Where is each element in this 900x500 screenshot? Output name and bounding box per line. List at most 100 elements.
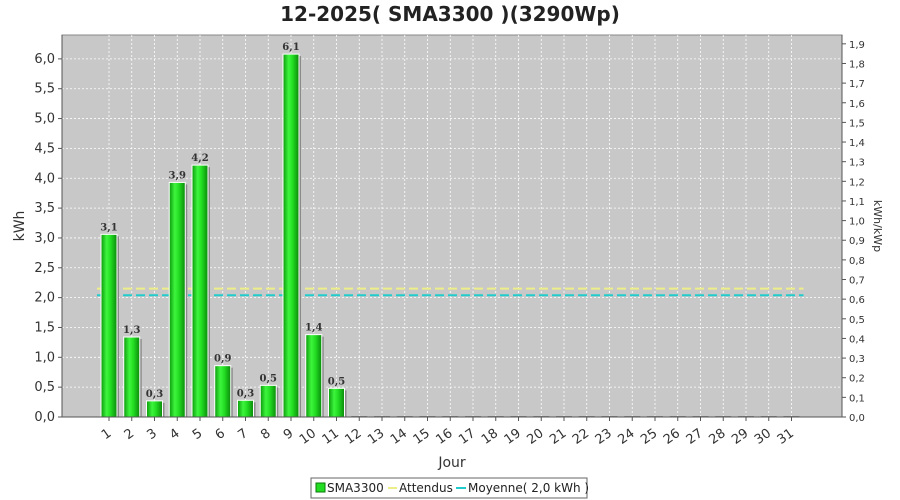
y-right-tick-label: 0,8	[849, 256, 865, 267]
y-right-tick-label: 0,7	[849, 276, 865, 287]
y-right-tick-label: 0,3	[849, 354, 865, 365]
bar	[146, 400, 163, 418]
y-tick-label: 5,0	[34, 112, 55, 127]
y-right-tick-label: 1,0	[849, 217, 865, 228]
y-tick-label: 0,0	[34, 410, 55, 425]
x-tick-label: 30	[752, 426, 774, 448]
bar-value-label: 3,9	[169, 170, 186, 181]
x-tick-label: 29	[729, 426, 751, 448]
bar-value-label: 0,3	[237, 388, 254, 399]
y-right-tick-label: 0,6	[849, 295, 865, 306]
bar-value-label: 4,2	[191, 153, 208, 164]
y-tick-label: 4,5	[34, 141, 55, 156]
x-tick-label: 7	[235, 426, 250, 443]
y-right-tick-label: 0,5	[849, 315, 865, 326]
x-tick-label: 1	[99, 426, 114, 443]
x-tick-label: 2	[122, 426, 137, 443]
y-tick-label: 1,0	[34, 350, 55, 365]
y-right-tick-label: 0,0	[849, 413, 865, 424]
x-tick-label: 31	[775, 426, 797, 448]
bars: 3,1 1,3 0,3 3,9 4,2 0,9 0,3 0,5 6,1 1,4 0,5	[100, 42, 800, 418]
x-tick-label: 14	[388, 426, 410, 448]
y-right-tick-label: 0,2	[849, 374, 865, 385]
y-tick-label: 1,5	[34, 320, 55, 335]
x-tick-label: 19	[502, 426, 524, 448]
y-right-tick-label: 1,5	[849, 118, 865, 129]
y-right-tick-label: 0,1	[849, 393, 865, 404]
y-tick-label: 2,5	[34, 261, 55, 276]
x-tick-label: 6	[213, 426, 228, 443]
y-tick-label: 5,5	[34, 82, 55, 97]
bar	[237, 399, 254, 418]
bar-value-label: 3,1	[100, 222, 117, 233]
bar-value-label: 6,1	[282, 42, 299, 53]
y-right-tick-label: 1,6	[849, 99, 865, 110]
y-axis-label: kWh	[12, 211, 28, 242]
bar	[259, 384, 277, 418]
bar-value-label: 1,4	[305, 323, 322, 334]
y-tick-label: 6,0	[34, 52, 55, 67]
x-tick-label: 17	[456, 426, 478, 448]
axes: 0,0 0,5 1,0 1,5 2,0 2,5 3,0 3,5 4,0 4,5 5,0 5,5 6,0 0…	[34, 35, 865, 448]
y-right-tick-label: 1,8	[849, 59, 865, 70]
x-tick-label: 25	[638, 426, 660, 448]
y-right-tick-label: 1,4	[849, 138, 865, 149]
y-right-tick-label: 1,9	[849, 40, 865, 51]
x-tick-label: 21	[547, 426, 569, 448]
bar	[214, 365, 232, 418]
legend-swatch-sma3300	[315, 482, 326, 493]
bar	[328, 387, 345, 418]
x-tick-label: 22	[570, 426, 592, 448]
x-tick-label: 4	[167, 426, 182, 443]
y-tick-label: 3,5	[34, 201, 55, 216]
x-tick-label: 23	[593, 426, 615, 448]
x-tick-label: 13	[365, 426, 387, 448]
bar-value-label: 0,5	[328, 376, 345, 387]
legend-box	[310, 477, 588, 499]
bar	[282, 53, 300, 418]
legend-label-sma3300: SMA3300	[327, 481, 384, 495]
x-tick-label: 18	[479, 426, 501, 448]
chart-title: 12-2025( SMA3300 )(3290Wp)	[280, 2, 620, 26]
x-tick-label: 12	[342, 426, 364, 448]
legend-label-moyenne: Moyenne( 2,0 kWh )	[468, 481, 589, 495]
y-tick-label: 0,5	[34, 380, 55, 395]
bar-value-label: 1,3	[123, 325, 140, 336]
bar	[191, 164, 209, 418]
x-tick-label: 3	[144, 426, 159, 443]
bar-value-label: 0,5	[260, 373, 277, 384]
x-tick-label: 9	[281, 426, 296, 443]
bar	[123, 336, 141, 418]
y-right-tick-label: 0,9	[849, 236, 865, 247]
reference-lines	[97, 287, 804, 297]
y-tick-label: 2,0	[34, 291, 55, 306]
x-tick-label: 11	[320, 426, 342, 448]
x-tick-label: 5	[190, 426, 205, 443]
x-tick-label: 10	[297, 426, 319, 448]
x-tick-label: 26	[661, 426, 683, 448]
x-tick-label: 20	[524, 426, 546, 448]
bar-value-label: 0,9	[214, 354, 231, 365]
y-right-tick-label: 1,7	[849, 79, 865, 90]
x-tick-label: 27	[684, 426, 706, 448]
y-right-tick-label: 0,4	[849, 334, 865, 345]
legend: SMA3300 Attendus Moyenne( 2,0 kWh )	[310, 477, 589, 499]
x-tick-label: 28	[706, 426, 728, 448]
y-right-tick-label: 1,1	[849, 197, 865, 208]
x-tick-label: 8	[258, 426, 273, 443]
y-tick-label: 3,0	[34, 231, 55, 246]
y-axis-right-label: kWh/kWp	[871, 200, 884, 252]
bar	[168, 181, 186, 418]
x-tick-label: 16	[433, 426, 455, 448]
y-tick-label: 4,0	[34, 171, 55, 186]
y-right-tick-label: 1,2	[849, 177, 865, 188]
bar	[100, 233, 118, 418]
bar-value-label: 0,3	[146, 389, 163, 400]
y-right-tick-label: 1,3	[849, 158, 865, 169]
x-axis-label: Jour	[437, 455, 466, 471]
x-tick-label: 15	[411, 426, 433, 448]
bar	[305, 334, 323, 418]
legend-label-attendus: Attendus	[399, 481, 453, 495]
